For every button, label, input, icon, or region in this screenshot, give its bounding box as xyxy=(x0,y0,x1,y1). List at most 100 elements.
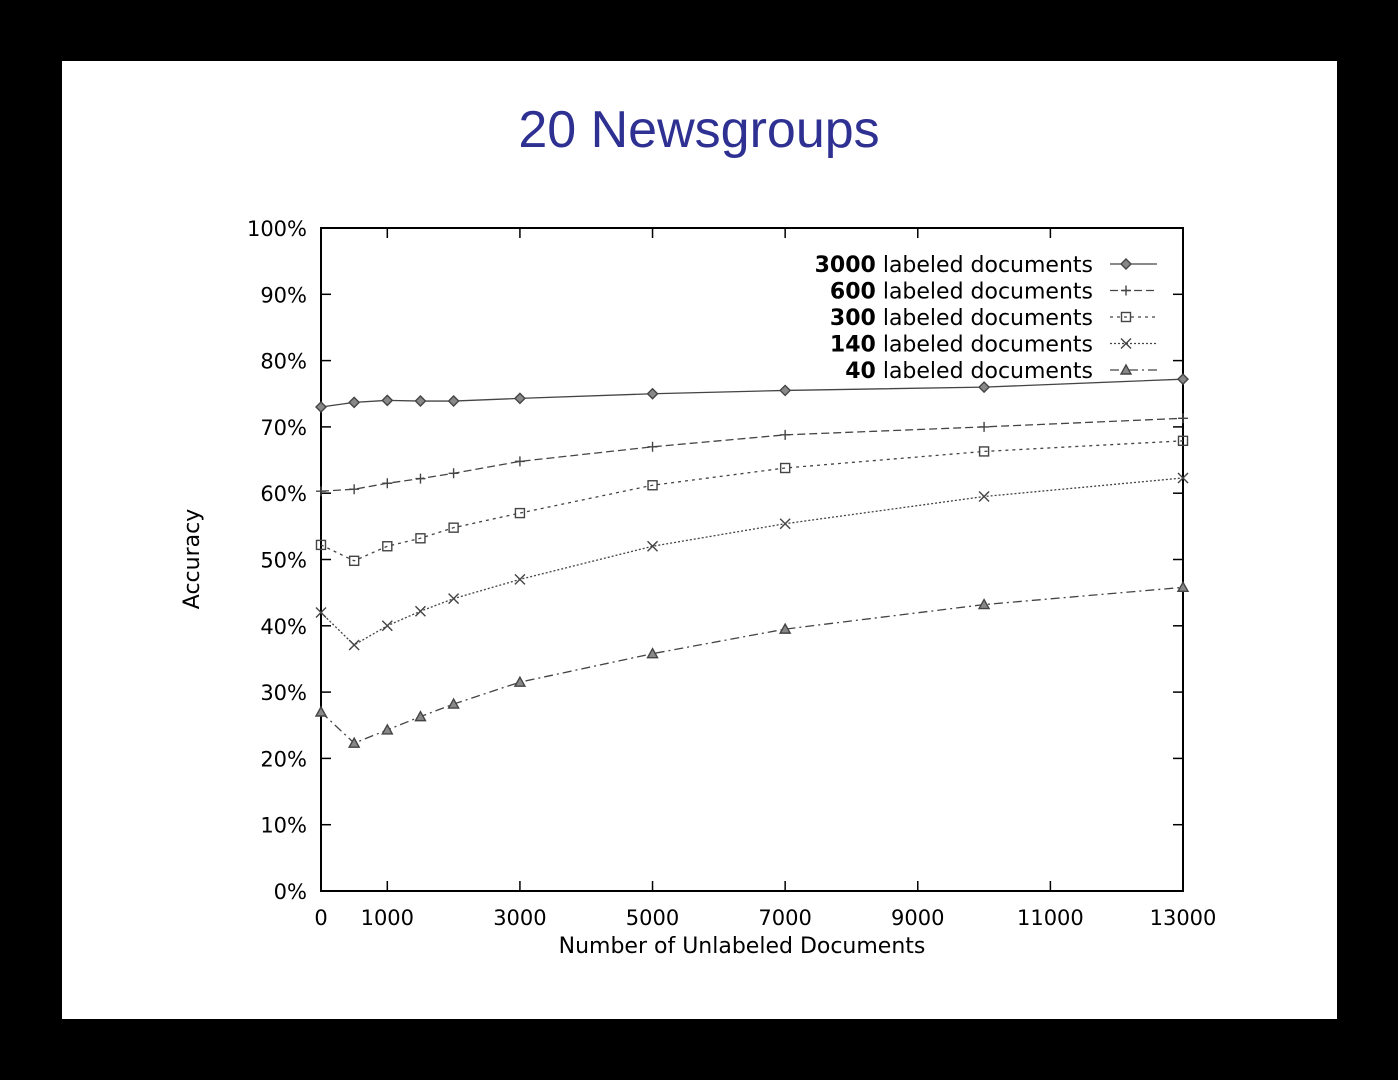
triangle-marker xyxy=(977,598,991,610)
diamond-marker xyxy=(513,392,526,405)
diamond-marker xyxy=(381,394,394,407)
plus-marker xyxy=(514,456,525,467)
triangle-marker xyxy=(447,697,460,709)
y-tick-label: 0% xyxy=(274,880,307,904)
x-marker xyxy=(1120,338,1132,349)
square-marker xyxy=(315,539,327,551)
x-marker xyxy=(414,605,426,617)
x-marker xyxy=(315,607,327,619)
legend-suffix: labeled documents xyxy=(876,280,1093,305)
y-tick-label: 60% xyxy=(260,482,307,506)
x-marker xyxy=(381,620,393,632)
series-40-labeled xyxy=(314,580,1190,748)
legend-item: 3000 labeled documents xyxy=(815,253,1157,278)
slide-background xyxy=(62,61,1337,1019)
plus-marker xyxy=(316,486,326,497)
plus-marker xyxy=(448,468,459,479)
triangle-marker xyxy=(1176,580,1190,593)
x-tick-label: 0 xyxy=(314,906,327,930)
square-marker xyxy=(382,541,393,552)
plus-marker xyxy=(647,441,658,452)
square-marker xyxy=(415,533,426,544)
legend-label: 300 labeled documents xyxy=(830,306,1093,331)
triangle-marker xyxy=(314,705,328,717)
series-line xyxy=(320,417,1184,492)
diamond-marker xyxy=(779,384,792,397)
y-tick-label: 100% xyxy=(247,217,307,241)
diamond-marker xyxy=(315,401,327,413)
legend-item: 600 labeled documents xyxy=(830,280,1157,305)
series-600-labeled xyxy=(316,413,1188,497)
diamond-marker xyxy=(1120,258,1132,270)
y-tick-label: 70% xyxy=(260,416,307,440)
legend-suffix: labeled documents xyxy=(876,359,1093,384)
series-3000-labeled xyxy=(315,373,1189,413)
plus-marker xyxy=(780,429,791,440)
legend-suffix: labeled documents xyxy=(876,333,1093,358)
y-tick-label: 30% xyxy=(260,681,307,705)
x-marker xyxy=(647,540,659,552)
plus-marker xyxy=(1121,285,1131,296)
square-marker xyxy=(1120,311,1132,323)
legend-label: 40 labeled documents xyxy=(845,359,1093,384)
y-tick-label: 40% xyxy=(260,615,307,639)
legend-suffix: labeled documents xyxy=(876,306,1093,331)
x-tick-label: 3000 xyxy=(493,906,546,930)
legend-item: 140 labeled documents xyxy=(830,333,1157,358)
series-line xyxy=(320,378,1184,408)
triangle-marker xyxy=(646,647,659,659)
square-marker xyxy=(647,480,658,491)
x-tick-label: 11000 xyxy=(1017,906,1084,930)
triangle-marker xyxy=(381,723,394,735)
square-marker xyxy=(448,522,459,533)
square-marker xyxy=(779,462,791,474)
triangle-marker xyxy=(414,710,427,722)
y-tick-label: 50% xyxy=(260,549,307,573)
x-marker xyxy=(448,593,460,605)
series-140-labeled xyxy=(315,472,1189,651)
diamond-marker xyxy=(1177,373,1189,386)
diamond-marker xyxy=(646,387,659,400)
x-marker xyxy=(1177,472,1189,484)
legend-label: 600 labeled documents xyxy=(830,280,1093,305)
triangle-marker xyxy=(347,736,361,748)
diamond-marker xyxy=(414,395,427,408)
y-tick-label: 80% xyxy=(260,350,307,374)
square-marker xyxy=(348,555,360,567)
plus-marker xyxy=(349,484,360,495)
y-tick-label: 10% xyxy=(260,814,307,838)
plus-marker xyxy=(979,421,990,432)
square-marker xyxy=(1177,435,1189,447)
series-line xyxy=(320,586,1184,744)
legend-label: 3000 labeled documents xyxy=(815,253,1093,278)
square-marker xyxy=(514,507,526,519)
series-line xyxy=(320,477,1184,646)
triangle-marker xyxy=(1119,363,1133,375)
series-line xyxy=(320,440,1184,562)
x-axis-label: Number of Unlabeled Documents xyxy=(559,934,926,959)
x-tick-label: 13000 xyxy=(1150,906,1217,930)
series-300-labeled xyxy=(315,435,1189,567)
plus-marker xyxy=(1178,413,1188,424)
legend-item: 300 labeled documents xyxy=(830,306,1157,331)
x-marker xyxy=(348,639,360,651)
legend-count: 40 xyxy=(845,359,876,384)
legend-count: 140 xyxy=(830,333,876,358)
legend-suffix: labeled documents xyxy=(876,253,1093,278)
legend-item: 40 labeled documents xyxy=(845,359,1157,384)
triangle-marker xyxy=(513,675,527,687)
y-tick-label: 20% xyxy=(260,747,307,771)
legend-count: 3000 xyxy=(815,253,876,278)
slide-title: 20 Newsgroups xyxy=(518,101,880,159)
plot-axes: 0% 10% 20% 30% 40% 50% 60% 70% 80% 90% 100% 0 1000 30… xyxy=(180,217,1216,959)
x-marker xyxy=(779,518,791,530)
x-tick-label: 9000 xyxy=(891,906,944,930)
square-marker xyxy=(978,446,990,457)
triangle-marker xyxy=(778,622,792,634)
x-tick-label: 5000 xyxy=(626,906,679,930)
legend-count: 600 xyxy=(830,280,876,305)
plot-series xyxy=(314,373,1190,748)
legend-count: 300 xyxy=(830,306,876,331)
y-axis-label: Accuracy xyxy=(180,509,205,609)
